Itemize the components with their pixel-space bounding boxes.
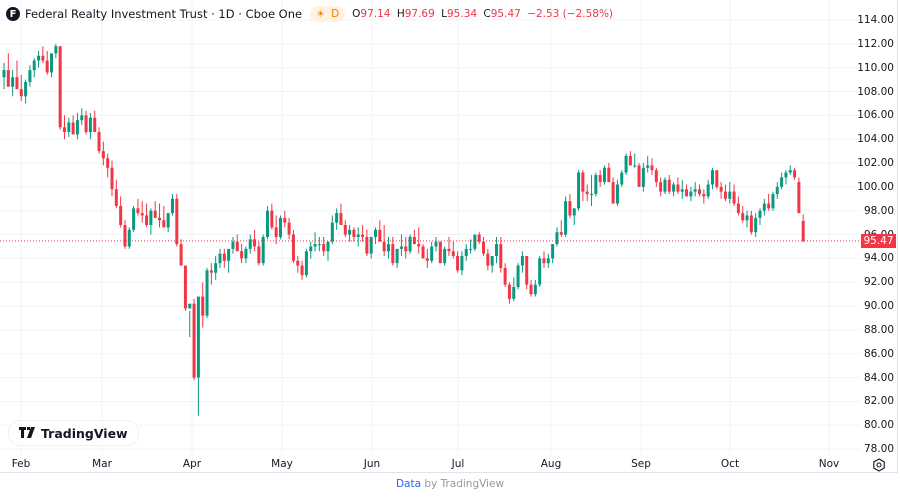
close-label: C	[483, 8, 491, 20]
price-tick: 104.00	[857, 133, 894, 146]
time-tick: Jun	[363, 458, 381, 470]
time-axis[interactable]: Feb Mar Apr May Jun Jul Aug Sep Oct Nov	[0, 455, 860, 473]
price-tick: 80.00	[863, 419, 894, 432]
price-axis[interactable]: 114.00 112.00 110.00 108.00 106.00 104.00 102.…	[857, 0, 898, 456]
settings-icon[interactable]	[872, 458, 886, 472]
candles	[2, 43, 805, 416]
chart-frame: 114.00 112.00 110.00 108.00 106.00 104.00 102.…	[0, 0, 898, 473]
price-tick: 108.00	[857, 85, 894, 98]
high-label: H	[396, 8, 405, 20]
price-tick: 78.00	[863, 443, 894, 456]
low-value: 95.34	[447, 8, 478, 20]
time-tick: Sep	[631, 458, 651, 470]
tradingview-label: TradingView	[41, 425, 128, 441]
sun-icon: ☀	[316, 8, 326, 20]
open-label: O	[352, 8, 361, 20]
symbol-logo-icon: F	[6, 7, 20, 21]
price-tick: 88.00	[863, 323, 894, 336]
price-tick: 84.00	[863, 371, 894, 384]
time-tick: Jul	[451, 458, 465, 470]
time-tick: Oct	[720, 458, 740, 470]
time-tick: Aug	[540, 458, 562, 470]
tradingview-watermark[interactable]: TradingView	[8, 420, 139, 446]
chart-legend: F Federal Realty Investment Trust · 1D ·…	[6, 6, 616, 22]
price-tick: 106.00	[857, 109, 894, 122]
price-tick: 92.00	[863, 276, 894, 289]
time-tick: May	[271, 458, 293, 470]
footer-attribution: Data by TradingView	[0, 478, 900, 490]
price-tick: 112.00	[857, 37, 894, 50]
time-tick: Nov	[818, 458, 840, 470]
close-value: 95.47	[490, 8, 521, 20]
change-value: −2.53 (−2.58%)	[527, 8, 614, 20]
price-tick: 94.00	[863, 252, 894, 265]
open-value: 97.14	[360, 8, 391, 20]
time-tick: Apr	[182, 458, 202, 470]
footer-text: by TradingView	[421, 478, 505, 490]
last-price-tag: 95.47	[861, 233, 896, 248]
price-tick: 100.00	[857, 180, 894, 193]
price-tick: 82.00	[863, 395, 894, 408]
time-tick: Mar	[92, 458, 112, 470]
session-badge-label: D	[331, 8, 340, 20]
data-link[interactable]: Data	[395, 478, 422, 490]
price-tick: 114.00	[857, 14, 894, 26]
ohlc-values: O97.14 H97.69 L95.34 C95.47 −2.53 (−2.58…	[352, 8, 616, 20]
high-value: 97.69	[404, 8, 435, 20]
price-tick: 102.00	[857, 157, 894, 170]
price-tick: 90.00	[863, 300, 894, 313]
price-tick: 98.00	[863, 204, 894, 217]
price-tick: 110.00	[857, 61, 894, 74]
symbol-title[interactable]: Federal Realty Investment Trust · 1D · C…	[25, 7, 303, 21]
session-badge[interactable]: ☀ D	[310, 6, 346, 22]
time-tick: Feb	[11, 458, 31, 470]
tradingview-logo-icon	[19, 426, 37, 441]
price-tick: 86.00	[863, 347, 894, 360]
low-label: L	[441, 8, 447, 20]
plot-area[interactable]	[0, 0, 860, 455]
